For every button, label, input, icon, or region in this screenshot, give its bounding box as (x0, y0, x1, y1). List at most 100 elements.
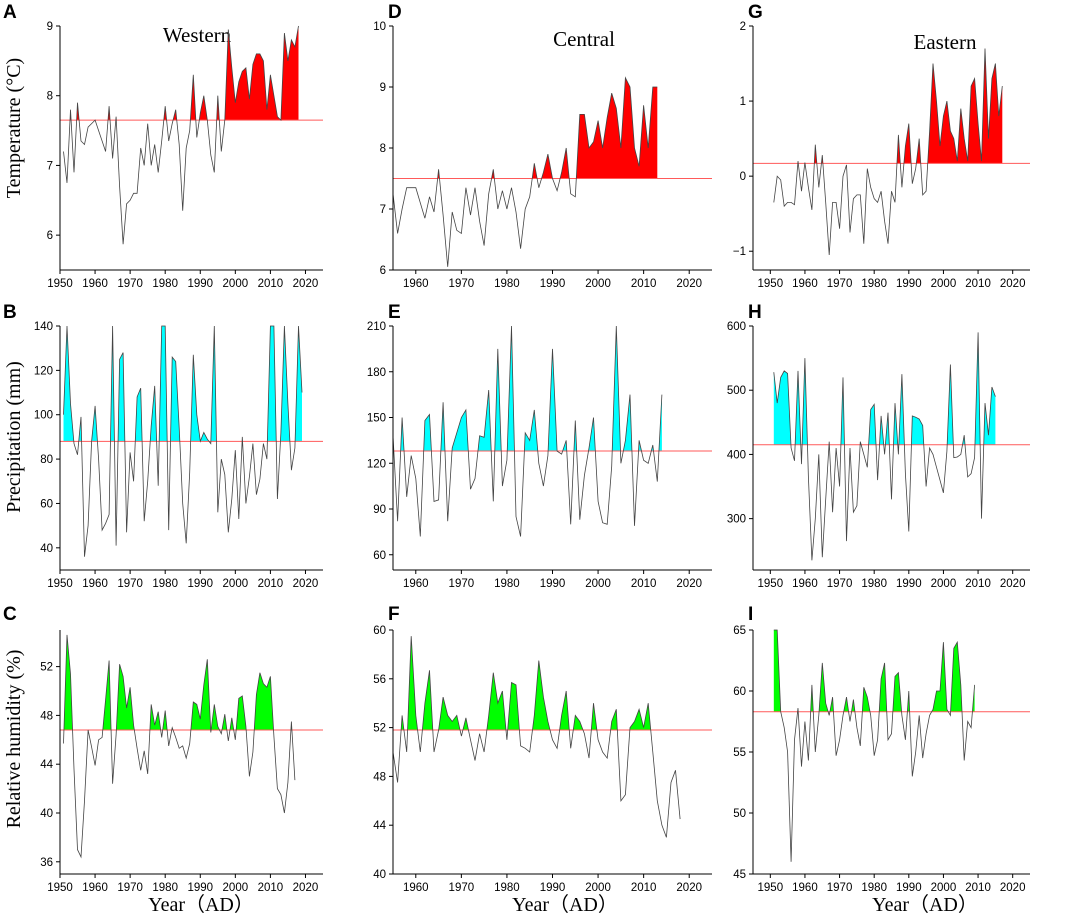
x-tick-label-I-1970: 1970 (827, 882, 853, 894)
y-tick-label-I-55: 55 (733, 747, 746, 759)
y-label-precipitation: Precipitation (mm) (3, 361, 25, 513)
y-tick-label-D-8: 8 (380, 143, 386, 155)
region-label-eastern: Eastern (914, 30, 977, 54)
x-tick-label-I-1960: 1960 (792, 882, 818, 894)
anomaly-fill-I-7 (862, 687, 870, 712)
x-tick-label-C-2000: 2000 (223, 882, 249, 894)
x-tick-label-E-2020: 2020 (676, 578, 702, 590)
series-line-D (392, 76, 658, 267)
anomaly-fill-B-15 (295, 326, 302, 442)
panel-A: 1950 1960 1970 1980 1990 2000 2010 2020 6 7 8 9 A (3, 2, 323, 290)
x-tick-label-B-1970: 1970 (117, 578, 143, 590)
panel-label-F: F (388, 604, 400, 625)
x-tick-label-H-2020: 2020 (1000, 578, 1026, 590)
y-tick-label-H-500: 500 (727, 385, 746, 397)
y-tick-label-B-100: 100 (34, 410, 53, 422)
x-tick-label-F-2020: 2020 (676, 882, 702, 894)
panel-label-E: E (388, 302, 401, 323)
panel-label-C: C (3, 604, 17, 625)
anomaly-fill-E-4 (452, 409, 469, 452)
panel-C: 1950 1960 1970 1980 1990 2000 2010 2020 36 40 44 48… (3, 604, 323, 894)
x-label-western: Year（AD） (148, 893, 254, 916)
anomaly-fill-E-9 (548, 348, 558, 452)
anomaly-fill-I-0 (773, 630, 781, 712)
y-tick-label-F-60: 60 (373, 625, 386, 637)
x-tick-label-G-1970: 1970 (827, 278, 853, 290)
series-line-I (773, 629, 975, 862)
region-label-western: Western (163, 23, 232, 47)
series-line-F (392, 636, 681, 838)
y-label-humidity: Relative humidity (%) (3, 650, 25, 829)
anomaly-fill-E-8 (524, 409, 538, 452)
y-tick-label-A-8: 8 (47, 91, 53, 103)
anomaly-fill-H-0 (773, 370, 791, 445)
x-tick-label-D-1960: 1960 (403, 278, 429, 290)
x-tick-label-C-1990: 1990 (187, 882, 213, 894)
x-tick-label-E-1980: 1980 (494, 578, 520, 590)
anomaly-fill-A-9 (224, 29, 281, 121)
x-tick-label-H-2010: 2010 (965, 578, 991, 590)
y-tick-label-H-300: 300 (727, 514, 746, 526)
y-tick-label-I-45: 45 (733, 869, 746, 881)
anomaly-fill-F-4 (462, 717, 469, 730)
x-tick-label-A-1960: 1960 (82, 278, 108, 290)
y-tick-label-I-65: 65 (733, 625, 746, 637)
series-line-G (773, 48, 1003, 256)
y-tick-label-F-40: 40 (373, 869, 386, 881)
panel-label-H: H (748, 302, 762, 323)
y-tick-label-I-60: 60 (733, 686, 746, 698)
x-tick-label-H-1970: 1970 (827, 578, 853, 590)
anomaly-fill-C-0 (63, 634, 73, 730)
anomaly-fill-F-5 (486, 672, 506, 730)
x-tick-label-H-1980: 1980 (861, 578, 887, 590)
y-tick-label-F-52: 52 (373, 723, 386, 735)
x-tick-label-G-1990: 1990 (896, 278, 922, 290)
panel-H: 1950 1960 1970 1980 1990 2000 2010 2020 300 400 50… (727, 302, 1030, 590)
anomaly-fill-F-11 (610, 709, 618, 730)
x-tick-label-G-1950: 1950 (758, 278, 784, 290)
anomaly-fill-E-14 (623, 394, 632, 452)
x-tick-label-A-2010: 2010 (258, 278, 284, 290)
anomaly-fill-F-12 (629, 703, 651, 730)
x-tick-label-I-1990: 1990 (896, 882, 922, 894)
anomaly-fill-H-10 (898, 374, 905, 445)
x-tick-label-C-1980: 1980 (152, 882, 178, 894)
anomaly-fill-D-3 (541, 154, 553, 179)
y-tick-label-C-40: 40 (40, 808, 53, 820)
anomaly-fill-C-9 (230, 717, 234, 730)
x-tick-label-I-2020: 2020 (1000, 882, 1026, 894)
x-tick-label-H-1990: 1990 (896, 578, 922, 590)
y-tick-label-G--1: −1 (733, 246, 746, 258)
x-tick-label-G-1960: 1960 (792, 278, 818, 290)
anomaly-fill-B-3 (110, 326, 115, 442)
anomaly-fill-H-2 (802, 358, 808, 445)
region-label-central: Central (553, 27, 615, 51)
anomaly-fill-H-14 (975, 332, 981, 445)
anomaly-fill-C-11 (254, 672, 274, 730)
y-tick-label-F-48: 48 (373, 771, 386, 783)
x-tick-label-C-2010: 2010 (258, 882, 284, 894)
x-tick-label-E-2010: 2010 (631, 578, 657, 590)
panel-label-I: I (748, 604, 753, 625)
anomaly-fill-E-1 (400, 417, 404, 452)
y-tick-label-E-150: 150 (367, 413, 386, 425)
y-tick-label-B-60: 60 (40, 498, 53, 510)
x-tick-label-D-1990: 1990 (540, 278, 566, 290)
x-tick-label-D-1980: 1980 (494, 278, 520, 290)
anomaly-fill-C-4 (162, 710, 168, 730)
x-tick-label-A-1980: 1980 (152, 278, 178, 290)
anomaly-fill-I-3 (819, 662, 829, 712)
x-tick-label-I-2010: 2010 (965, 882, 991, 894)
x-tick-label-E-1970: 1970 (449, 578, 475, 590)
anomaly-fill-E-6 (494, 348, 502, 452)
series-line-A (63, 25, 299, 245)
x-tick-label-B-2020: 2020 (293, 578, 319, 590)
anomaly-fill-D-2 (532, 163, 538, 179)
y-tick-label-B-140: 140 (34, 321, 53, 333)
x-tick-label-B-2010: 2010 (258, 578, 284, 590)
anomaly-fill-C-3 (149, 704, 161, 730)
x-tick-label-B-1980: 1980 (152, 578, 178, 590)
anomaly-fill-F-7 (532, 660, 551, 730)
y-tick-label-G-0: 0 (740, 171, 746, 183)
x-tick-label-G-1980: 1980 (861, 278, 887, 290)
